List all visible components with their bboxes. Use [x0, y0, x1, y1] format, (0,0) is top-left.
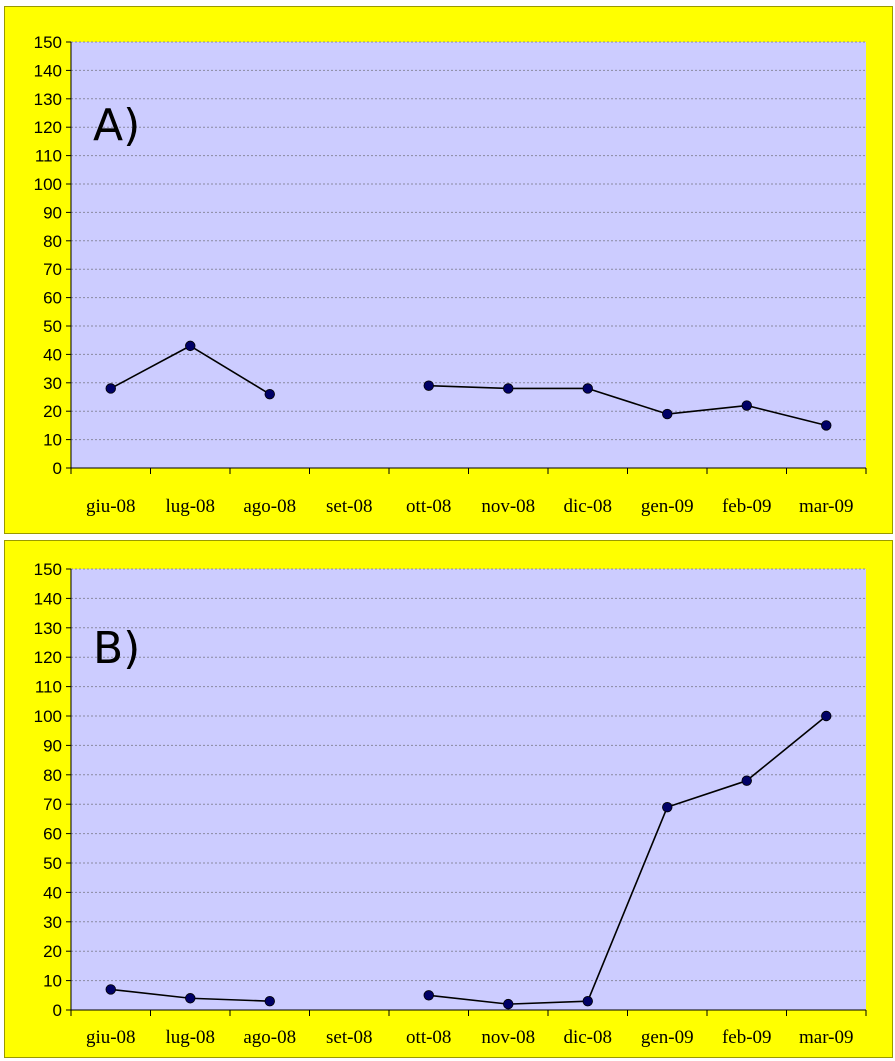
data-point-b-feb-09 [741, 775, 752, 786]
y-tick-label-b-60: 60 [43, 825, 62, 844]
chart-panel-b: 0 10 20 30 40 50 60 70 80 90 100 110 120 130 140 150 giu… [4, 540, 893, 1058]
data-point-b-ott-08 [423, 990, 434, 1001]
data-point-a-gen-09 [662, 408, 673, 420]
y-tick-label-a-0: 0 [53, 459, 62, 478]
data-point-a-nov-08 [503, 383, 514, 394]
data-point-b-ago-08 [264, 995, 275, 1007]
x-tick-label-a-feb-09: feb-09 [722, 496, 772, 517]
y-tick-label-a-50: 50 [43, 317, 62, 336]
data-point-b-dic-08 [582, 995, 593, 1007]
data-point-a-feb-09 [741, 400, 752, 411]
y-tick-label-b-150: 150 [34, 560, 62, 579]
series-segment-b-1 [190, 997, 270, 1002]
data-point-a-mar-09 [821, 420, 832, 431]
chart-panel-a: 0 10 20 30 40 50 60 70 80 90 100 110 120 130 140 150 giu… [4, 6, 893, 534]
x-tick-label-a-mar-09: mar-09 [799, 496, 854, 517]
x-tick-label-a-ago-08: ago-08 [243, 496, 296, 517]
data-point-b-giu-08 [105, 984, 116, 995]
series-segment-a-8 [746, 404, 827, 427]
x-tick-label-b-dic-08: dic-08 [563, 1027, 612, 1048]
y-tick-label-a-40: 40 [43, 345, 62, 364]
y-tick-label-a-10: 10 [43, 431, 62, 450]
y-tick-label-b-40: 40 [43, 883, 62, 902]
chart-a-svg: 0 10 20 30 40 50 60 70 80 90 100 110 120 130 140 150 giu… [34, 33, 867, 517]
panel-label-a: A) [93, 100, 140, 151]
y-tick-label-a-130: 130 [34, 90, 62, 109]
y-tick-label-a-90: 90 [43, 203, 62, 222]
x-tick-label-a-lug-08: lug-08 [165, 496, 215, 517]
x-tick-label-b-ott-08: ott-08 [406, 1027, 451, 1048]
series-segment-a-0 [110, 345, 191, 390]
series-segment-b-8 [746, 715, 827, 782]
y-tick-label-b-130: 130 [34, 619, 62, 638]
x-tick-label-b-lug-08: lug-08 [165, 1027, 215, 1048]
series-segment-b-6 [587, 806, 668, 1002]
data-point-a-lug-08 [185, 340, 196, 352]
y-tick-label-b-90: 90 [43, 736, 62, 755]
y-tick-label-b-120: 120 [34, 648, 62, 667]
data-point-a-giu-08 [105, 383, 116, 394]
x-tick-label-a-nov-08: nov-08 [481, 496, 535, 517]
x-tick-label-a-set-08: set-08 [326, 496, 372, 517]
y-tick-label-a-120: 120 [34, 118, 62, 137]
data-point-a-ago-08 [264, 388, 275, 400]
x-tick-label-b-nov-08: nov-08 [481, 1027, 535, 1048]
series-segment-b-7 [666, 779, 748, 808]
x-tick-label-b-gen-09: gen-09 [641, 1027, 694, 1048]
x-tick-label-b-ago-08: ago-08 [243, 1027, 296, 1048]
x-tick-label-a-giu-08: giu-08 [86, 496, 136, 517]
x-tick-label-a-gen-09: gen-09 [641, 496, 694, 517]
series-segment-b-5 [508, 1000, 588, 1005]
x-tick-label-a-dic-08: dic-08 [563, 496, 612, 517]
y-tick-label-a-20: 20 [43, 402, 62, 421]
y-tick-label-b-110: 110 [35, 678, 62, 697]
series-segment-a-6 [587, 387, 668, 415]
series-segment-a-1 [189, 345, 271, 395]
y-tick-label-b-100: 100 [34, 707, 62, 726]
data-point-b-mar-09 [821, 710, 832, 722]
y-tick-label-a-80: 80 [43, 232, 62, 251]
y-tick-label-b-20: 20 [43, 942, 62, 961]
y-tick-label-b-140: 140 [34, 589, 62, 608]
y-tick-label-b-70: 70 [43, 795, 62, 814]
data-point-a-ott-08 [423, 380, 434, 391]
data-point-b-nov-08 [503, 998, 514, 1010]
y-tick-label-a-60: 60 [43, 289, 62, 308]
x-tick-label-a-ott-08: ott-08 [406, 496, 451, 517]
y-tick-label-b-80: 80 [43, 766, 62, 785]
y-tick-label-b-50: 50 [43, 854, 62, 873]
plot-area-b [71, 569, 866, 1010]
y-tick-label-a-30: 30 [43, 374, 62, 393]
y-tick-label-a-100: 100 [34, 175, 62, 194]
series-segment-a-4 [428, 384, 509, 390]
y-tick-label-b-10: 10 [43, 972, 62, 991]
data-point-b-gen-09 [662, 801, 673, 813]
y-tick-label-a-150: 150 [34, 33, 62, 52]
y-tick-label-a-70: 70 [43, 260, 62, 279]
x-tick-label-b-feb-09: feb-09 [722, 1027, 772, 1048]
plot-area-a [71, 42, 866, 468]
y-tick-label-b-0: 0 [53, 1001, 62, 1020]
y-tick-label-b-30: 30 [43, 913, 62, 932]
x-tick-label-b-set-08: set-08 [326, 1027, 372, 1048]
series-segment-b-0 [110, 988, 191, 1000]
data-point-b-lug-08 [185, 993, 196, 1004]
series-segment-a-7 [667, 404, 747, 415]
panel-label-b: B) [93, 623, 140, 674]
y-tick-label-a-110: 110 [35, 147, 62, 166]
x-tick-label-b-mar-09: mar-09 [799, 1027, 854, 1048]
x-tick-label-b-giu-08: giu-08 [86, 1027, 136, 1048]
series-segment-b-4 [428, 994, 509, 1005]
chart-b-svg: 0 10 20 30 40 50 60 70 80 90 100 110 120 130 140 150 giu… [34, 560, 867, 1048]
y-tick-label-a-140: 140 [34, 61, 62, 80]
data-point-a-dic-08 [582, 383, 593, 394]
